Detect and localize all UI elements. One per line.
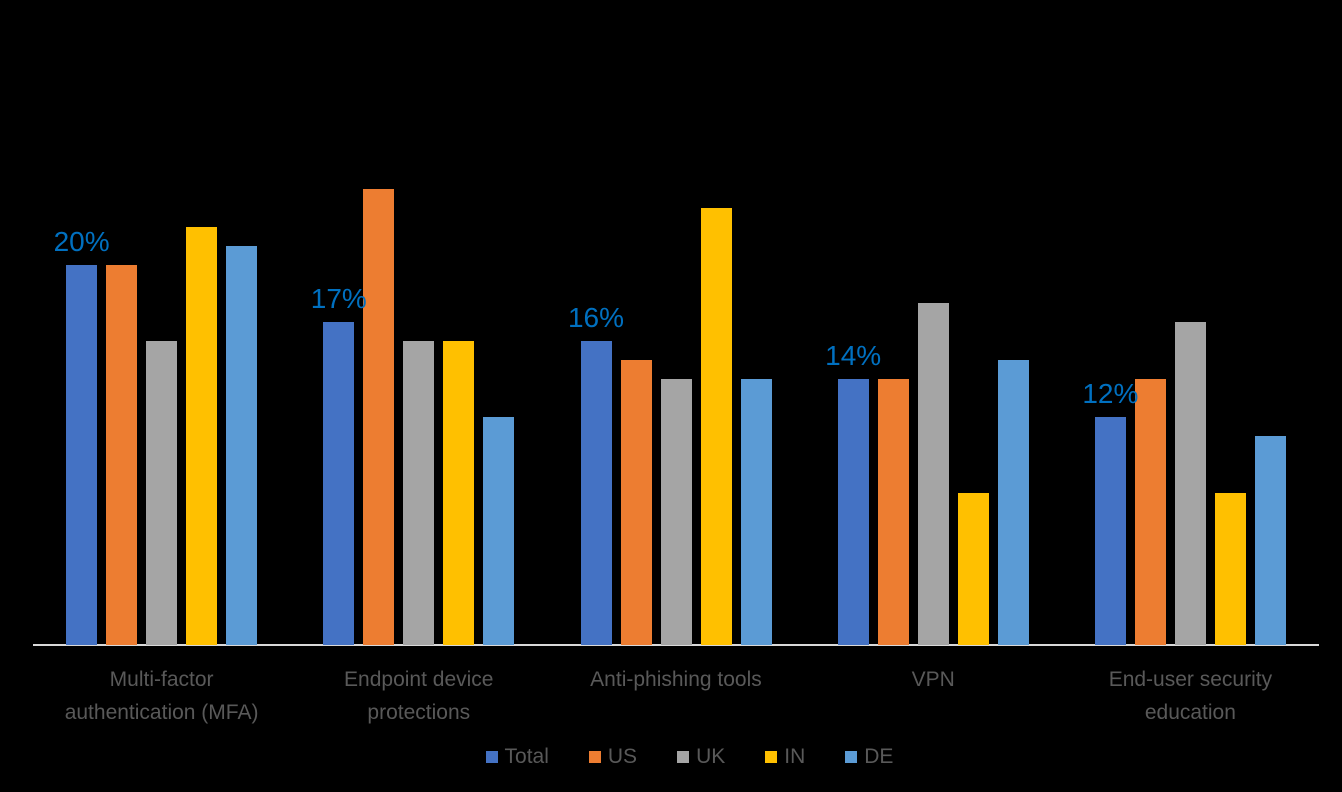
category-label-end-user-security-education: End-user security education [1062,663,1319,729]
bar-in-endpoint-device-protections [443,341,475,645]
category-label-line: education [1144,701,1236,724]
legend-item-in: IN [765,745,805,769]
bar-total-end-user-security-education [1094,417,1126,645]
bar-de-anti-phishing-tools [740,379,772,645]
bar-uk-endpoint-device-protections [403,341,435,645]
bar-in-multi-factor-authentication-mfa [186,227,218,645]
category-label-line: Endpoint device [344,668,494,691]
legend: Total US UK IN DE [33,742,1319,772]
category-label-multi-factor-authentication-mfa: Multi-factor authentication (MFA) [33,663,290,729]
legend-item-uk: UK [677,745,725,769]
data-label-total-vpn: 14% [825,340,882,371]
category-label-line: protections [367,701,471,724]
category-label-line: authentication (MFA) [64,701,259,724]
bar-us-anti-phishing-tools [620,360,652,645]
legend-label: Total [504,745,549,768]
bar-de-vpn [997,360,1029,645]
bar-de-end-user-security-education [1254,436,1286,645]
bar-total-endpoint-device-protections [323,322,355,645]
bar-us-multi-factor-authentication-mfa [106,265,138,645]
bar-uk-multi-factor-authentication-mfa [146,341,178,645]
category-label-line: End-user security [1108,668,1273,691]
category-label-line: Multi-factor [109,668,214,691]
bar-total-vpn [837,379,869,645]
category-label-anti-phishing-tools: Anti-phishing tools [547,663,804,696]
x-axis-line [33,644,1319,646]
bar-total-multi-factor-authentication-mfa [66,265,98,645]
legend-item-total: Total [485,745,549,769]
legend-swatch-icon [677,751,690,763]
data-label-total-endpoint-device-protections: 17% [310,283,367,314]
legend-item-de: DE [845,745,893,769]
bar-in-vpn [957,493,989,645]
legend-swatch-icon [485,751,498,763]
bar-uk-anti-phishing-tools [660,379,692,645]
bar-us-end-user-security-education [1134,379,1166,645]
legend-label: IN [784,745,806,768]
bar-in-anti-phishing-tools [700,208,732,645]
bar-us-vpn [877,379,909,645]
legend-swatch-icon [765,751,778,763]
bar-uk-end-user-security-education [1174,322,1206,645]
data-label-total-multi-factor-authentication-mfa: 20% [53,226,110,257]
bar-in-end-user-security-education [1214,493,1246,645]
legend-label: US [607,745,638,768]
legend-swatch-icon [845,751,858,763]
category-label-vpn: VPN [805,663,1062,696]
bar-de-multi-factor-authentication-mfa [226,246,258,645]
data-label-total-anti-phishing-tools: 16% [567,302,625,333]
category-label-line: VPN [911,668,955,691]
bar-us-endpoint-device-protections [363,189,395,645]
bar-uk-vpn [917,303,949,645]
bar-total-anti-phishing-tools [580,341,612,645]
bar-de-endpoint-device-protections [483,417,515,645]
category-label-endpoint-device-protections: Endpoint device protections [290,663,547,729]
legend-label: UK [696,745,726,768]
legend-swatch-icon [588,751,601,763]
legend-item-us: US [588,745,638,769]
data-label-total-end-user-security-education: 12% [1082,378,1139,409]
legend-label: DE [864,745,894,768]
category-label-line: Anti-phishing tools [590,668,762,691]
